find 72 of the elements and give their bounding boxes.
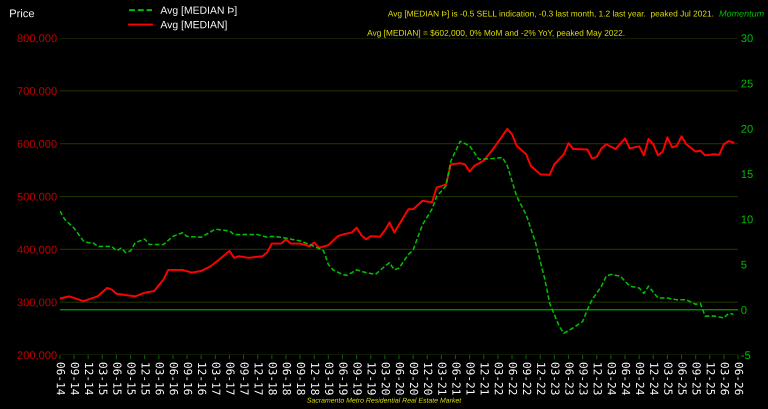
x-tick-label: 12-15 [141, 363, 150, 395]
y-tick-label: 500,000 [17, 192, 57, 202]
x-tick-label: 03-20 [382, 362, 390, 395]
y2-tick-label: 25 [741, 80, 753, 88]
y2-tick-label: 20 [741, 124, 753, 133]
x-tick-label: 12-25 [706, 363, 715, 395]
y2-axis-title: Momentum [719, 10, 764, 17]
x-tick-label: 03-22 [494, 362, 504, 394]
x-tick-label: 09-17 [240, 362, 249, 395]
x-tick-label: 12-16 [198, 363, 206, 395]
x-tick-label: 12-17 [254, 363, 263, 395]
x-tick-label: 06-17 [226, 362, 235, 395]
x-tick-label: 06-25 [678, 362, 687, 395]
y2-tick-label: 15 [742, 170, 753, 178]
x-tick-label: 12-19 [367, 363, 376, 395]
y2-tick-label: 10 [742, 215, 753, 224]
x-tick-label: 09-14 [70, 362, 80, 395]
x-tick-label: 03-16 [156, 362, 164, 395]
x-tick-label: 12-23 [594, 363, 602, 395]
y2-tick-label: -5 [741, 351, 750, 360]
x-tick-label: 12-14 [85, 363, 94, 395]
x-tick-label: 09-24 [636, 362, 644, 395]
y2-tick-label: 5 [741, 260, 747, 269]
x-tick-label: 06-23 [565, 362, 574, 395]
x-tick-label: 06-16 [170, 362, 178, 395]
y2-tick-label: 0 [741, 306, 747, 314]
x-tick-label: 06-26 [734, 362, 744, 395]
line-series [60, 140, 734, 334]
y-tick-label: 300,000 [17, 298, 57, 308]
x-tick-label: 06-24 [622, 362, 630, 395]
y-tick-label: 400,000 [17, 246, 57, 255]
x-tick-label: 12-24 [650, 363, 658, 395]
x-tick-label: 09-23 [579, 362, 588, 395]
y-tick-label: 700,000 [18, 87, 57, 96]
legend-label: Avg [MEDIAN Þ] [160, 6, 236, 16]
x-tick-label: 12-22 [537, 363, 546, 394]
x-tick-label: 09-16 [184, 362, 192, 395]
x-tick-label: 06-14 [56, 362, 66, 395]
x-tick-label: 09-19 [353, 362, 362, 395]
x-tick-label: 03-25 [664, 362, 673, 395]
x-tick-label: 03-21 [438, 362, 447, 395]
x-tick-label: 09-18 [296, 362, 306, 395]
x-tick-label: 06-15 [113, 362, 122, 395]
x-tick-label: 12-18 [310, 363, 320, 395]
x-tick-label: 03-19 [325, 362, 334, 395]
x-tick-label: 09-21 [466, 362, 475, 395]
x-tick-label: 09-25 [692, 362, 701, 395]
x-tick-label: 06-22 [508, 362, 518, 394]
x-tick-label: 03-23 [551, 362, 560, 395]
x-tick-label: 06-19 [339, 362, 348, 395]
x-tick-label: 06-20 [396, 362, 404, 395]
text: Avg [MEDIAN Þ] is -0.5 SELL indication, -0.3 last month, 1.2 last year. peaked Jul 2021. [388, 10, 714, 18]
line-series [60, 128, 734, 302]
x-tick-label: 03-18 [268, 362, 277, 395]
y-axis-title: Price [10, 9, 34, 18]
legend-label: Avg [MEDIAN] [160, 20, 227, 30]
x-tick-label: 03-15 [99, 362, 108, 395]
text: Avg [MEDIAN] = $602,000, 0% MoM and -2% YoY, peaked May 2022. [367, 30, 624, 38]
x-tick-label: 12-21 [480, 363, 489, 395]
x-tick-label: 06-21 [452, 362, 461, 395]
x-tick-label: 12-20 [424, 363, 432, 395]
x-tick-label: 09-22 [522, 362, 532, 394]
x-tick-label: 09-15 [127, 362, 136, 395]
x-tick-label: 03-17 [212, 362, 220, 395]
y-tick-label: 600,000 [18, 140, 57, 150]
y-tick-label: 200,000 [18, 351, 57, 360]
x-tick-label: 06-18 [282, 362, 292, 395]
x-tick-label: 03-24 [608, 362, 616, 395]
x-tick-label: 03-26 [720, 362, 730, 395]
x-tick-label: 09-20 [410, 362, 418, 395]
y-tick-label: 800,000 [17, 34, 57, 44]
y2-tick-label: 30 [741, 34, 753, 42]
